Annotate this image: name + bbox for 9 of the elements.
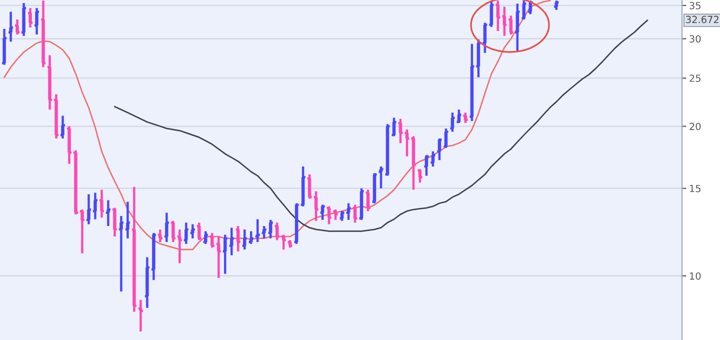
y-tick-label: 35 <box>690 2 700 10</box>
y-tick-label: 15 <box>690 184 700 192</box>
annotation: 32.672 <box>686 16 718 24</box>
y-tick-label: 30 <box>690 35 701 43</box>
line-series <box>4 0 551 250</box>
y-tick-label: 25 <box>690 74 700 82</box>
y-tick-label: 10 <box>690 272 701 280</box>
y-tick-label: 20 <box>690 122 701 130</box>
line-series <box>114 20 648 232</box>
